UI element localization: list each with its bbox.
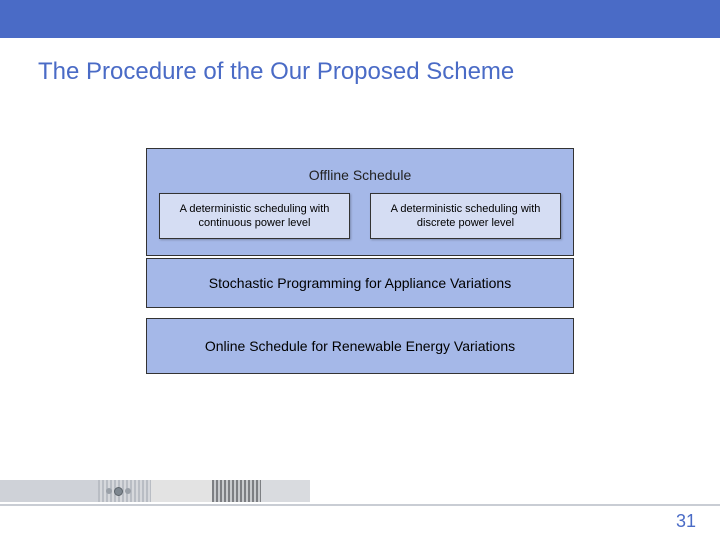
stochastic-box: Stochastic Programming for Appliance Var…: [146, 258, 574, 308]
slide-title: The Procedure of the Our Proposed Scheme: [38, 58, 514, 86]
continuous-power-box: A deterministic scheduling with continuo…: [159, 193, 350, 240]
header-bar: [0, 0, 720, 38]
offline-inner-row: A deterministic scheduling with continuo…: [155, 193, 565, 240]
footer-divider: [0, 504, 720, 506]
offline-schedule-box: Offline Schedule A deterministic schedul…: [146, 148, 574, 256]
procedure-diagram: Offline Schedule A deterministic schedul…: [146, 148, 574, 376]
online-label: Online Schedule for Renewable Energy Var…: [205, 337, 515, 356]
footer-dots-icon: [106, 482, 170, 500]
online-schedule-box: Online Schedule for Renewable Energy Var…: [146, 318, 574, 374]
stochastic-label: Stochastic Programming for Appliance Var…: [209, 274, 511, 293]
offline-heading: Offline Schedule: [309, 167, 411, 183]
discrete-power-box: A deterministic scheduling with discrete…: [370, 193, 561, 240]
page-number: 31: [676, 511, 696, 532]
